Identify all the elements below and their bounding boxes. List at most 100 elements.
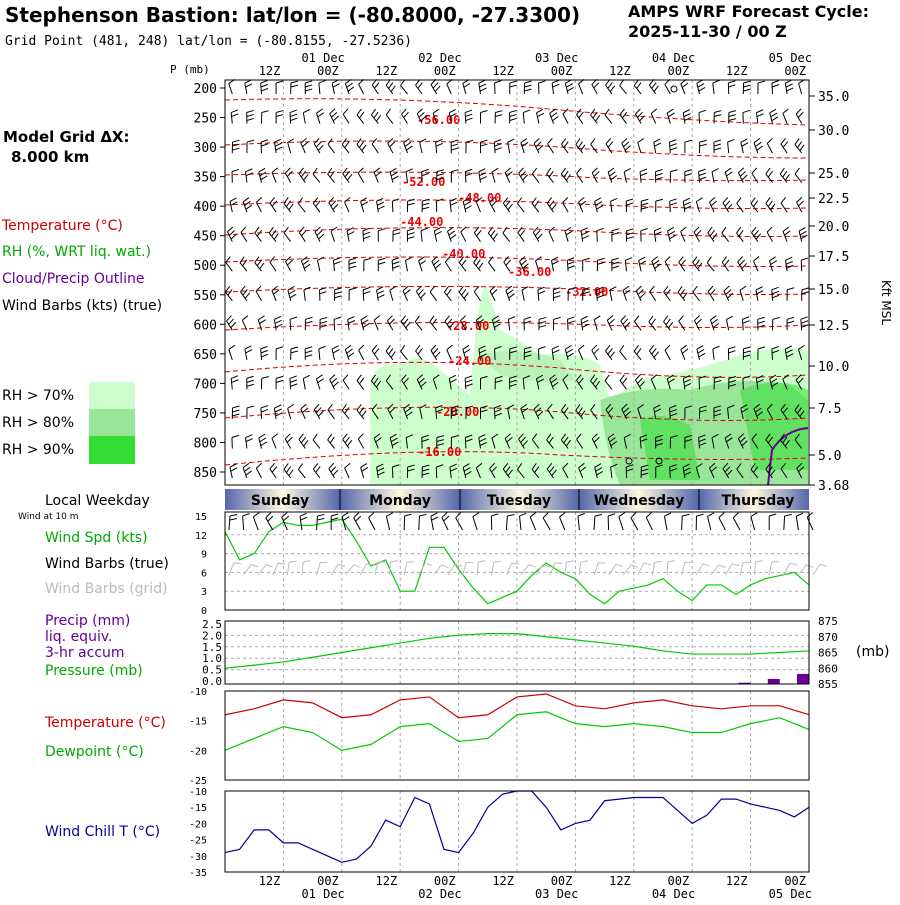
cross-section-barb: [707, 263, 714, 272]
cross-section-barb-feather: [343, 168, 348, 174]
top-hour-label: 12Z: [609, 64, 631, 78]
cross-section-barb: [229, 84, 233, 94]
legend-rh90-label: RH > 90%: [2, 442, 74, 458]
cross-section-barb: [301, 261, 305, 271]
cross-section-barb-feather: [284, 463, 288, 469]
cross-section-barb-feather: [754, 138, 760, 142]
grid-barb: [433, 565, 441, 575]
cross-section-barb-feather: [232, 406, 239, 408]
cross-section-barb-feather: [768, 201, 772, 207]
pressure-label: Pressure (mb): [45, 663, 143, 679]
true-barb: [473, 517, 477, 530]
cross-section-barb-feather: [290, 380, 297, 382]
cross-section-barb-feather: [568, 266, 575, 268]
cross-section-barb: [363, 231, 364, 242]
cross-section-barb-feather: [291, 351, 298, 353]
cross-section-barb-feather: [623, 319, 628, 324]
cross-section-barb-feather: [711, 201, 717, 206]
cross-section-barb-feather: [801, 258, 808, 260]
windchill-label: Wind Chill T (°C): [45, 824, 160, 840]
grid-barb: [506, 563, 511, 575]
cross-section-barb-feather: [640, 293, 645, 298]
cross-section-barb: [547, 203, 553, 212]
cross-section-barb-feather: [636, 286, 641, 291]
cross-section-barb: [420, 142, 422, 153]
cross-section-barb: [465, 113, 466, 124]
pressure-tick-label: 650: [194, 348, 217, 363]
cross-section-barb: [288, 290, 291, 301]
cross-section-barb-feather: [671, 170, 678, 172]
grid-barb: [492, 562, 494, 575]
cross-section-barb-feather: [319, 80, 326, 83]
true-barb: [300, 516, 302, 530]
cross-section-barb: [568, 319, 569, 330]
cross-section-barb-feather: [623, 286, 629, 290]
cross-section-barb: [772, 290, 773, 301]
cross-section-barb-feather: [259, 434, 265, 438]
cross-section-barb-feather: [743, 351, 750, 353]
legend-wind-barbs: Wind Barbs (kts) (true): [2, 298, 162, 314]
marker-circle: [671, 86, 677, 92]
cross-section-barb-feather: [652, 83, 657, 89]
grid-barb: [404, 562, 407, 575]
cross-section-barb-feather: [713, 323, 719, 327]
cross-section-barb: [290, 319, 291, 330]
cross-section-barb-feather: [349, 288, 356, 290]
cross-section-barb-feather: [328, 434, 332, 440]
cross-section-barb-feather: [246, 439, 253, 442]
cross-section-barb: [241, 292, 247, 301]
cross-section-barb-feather: [549, 201, 554, 207]
cross-section-barb-feather: [357, 109, 361, 115]
true-barb: [646, 517, 652, 530]
cross-section-barb-feather: [247, 384, 254, 386]
cross-section-barb: [597, 231, 598, 242]
wind-barbs-grid-label: Wind Barbs (grid): [45, 581, 168, 597]
cross-section-barb: [726, 320, 728, 331]
cross-section-barb-feather: [493, 233, 497, 239]
cross-section-barb: [299, 232, 305, 241]
cross-section-barb-feather: [299, 227, 304, 232]
cross-section-barb-feather: [303, 260, 309, 264]
cross-section-barb-feather: [508, 204, 513, 210]
cross-section-barb-feather: [714, 148, 721, 150]
cross-section-barb-feather: [347, 440, 352, 446]
cross-section-barb-feather: [319, 346, 326, 349]
cross-section-barb-feather: [492, 290, 497, 295]
cross-section-barb-feather: [232, 414, 239, 416]
grid-barb: [287, 562, 289, 575]
height-tick-label: 30.0: [818, 124, 849, 139]
cross-section-barb-feather: [245, 346, 252, 349]
contour-label-24: -24.00: [448, 354, 491, 368]
cross-section-barb-feather: [343, 375, 348, 380]
cross-section-barb-feather: [510, 85, 517, 87]
cross-section-barb-feather: [285, 434, 290, 439]
true-barb-feather: [230, 515, 237, 516]
cross-section-barb-feather: [797, 142, 801, 148]
grid-barb-feather: [425, 564, 432, 566]
grid-barb: [463, 563, 467, 575]
cross-section-barb: [563, 114, 568, 124]
cross-section-barb-feather: [752, 227, 757, 233]
cross-section-barb-feather: [328, 168, 332, 174]
cross-section-barb-feather: [743, 321, 750, 324]
cross-section-barb-feather: [450, 202, 457, 205]
cross-section-barb-feather: [581, 316, 588, 319]
grid-point-label: Grid Point (481, 248) lat/lon = (-80.815…: [5, 34, 412, 49]
grid-barb-feather: [616, 564, 623, 566]
cross-section-barb: [537, 113, 539, 124]
cross-section-barb: [270, 469, 276, 478]
cross-section-barb: [372, 144, 378, 153]
cross-section-barb-feather: [563, 197, 568, 202]
cross-section-barb-feather: [319, 234, 324, 239]
true-barb: [253, 517, 258, 530]
cross-section-barb-feather: [242, 316, 248, 321]
pressure-tick-label: 400: [194, 200, 217, 215]
cross-section-barb-feather: [276, 347, 283, 349]
cross-section-barb-feather: [743, 81, 750, 83]
true-barb-feather: [682, 514, 689, 516]
grid-barb: [565, 562, 567, 575]
cross-section-barb-feather: [466, 173, 473, 175]
grid-barb: [740, 562, 743, 575]
cross-section-barb-feather: [345, 408, 349, 414]
cross-section-barb: [259, 438, 262, 449]
